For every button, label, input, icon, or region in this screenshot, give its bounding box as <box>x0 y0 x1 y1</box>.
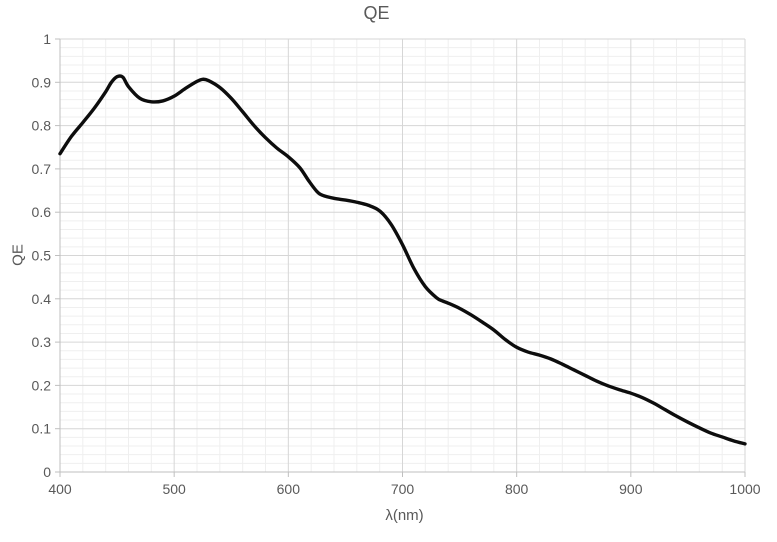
y-tick-label: 0.6 <box>32 204 52 220</box>
x-tick-label: 600 <box>277 481 301 497</box>
y-tick-label: 0.2 <box>32 377 52 393</box>
y-tick-label: 0 <box>43 464 51 480</box>
x-tick-label: 1000 <box>729 481 760 497</box>
y-axis-title: QE <box>9 244 27 266</box>
x-tick-label: 400 <box>48 481 72 497</box>
x-tick-label: 800 <box>505 481 529 497</box>
x-tick-label: 900 <box>619 481 643 497</box>
y-tick-label: 0.4 <box>32 291 52 307</box>
y-tick-label: 0.9 <box>32 74 52 90</box>
y-tick-label: 0.5 <box>32 248 52 264</box>
x-tick-label: 500 <box>162 481 186 497</box>
y-tick-label: 0.3 <box>32 334 52 350</box>
qe-curve <box>58 74 747 446</box>
y-tick-label: 0.1 <box>32 421 52 437</box>
y-tick-label: 1 <box>43 31 51 47</box>
y-tick-label: 0.8 <box>32 118 52 134</box>
x-tick-label: 700 <box>391 481 415 497</box>
chart-title: QE <box>363 3 390 23</box>
y-tick-label: 0.7 <box>32 161 52 177</box>
x-axis-title: λ(nm) <box>385 507 424 524</box>
